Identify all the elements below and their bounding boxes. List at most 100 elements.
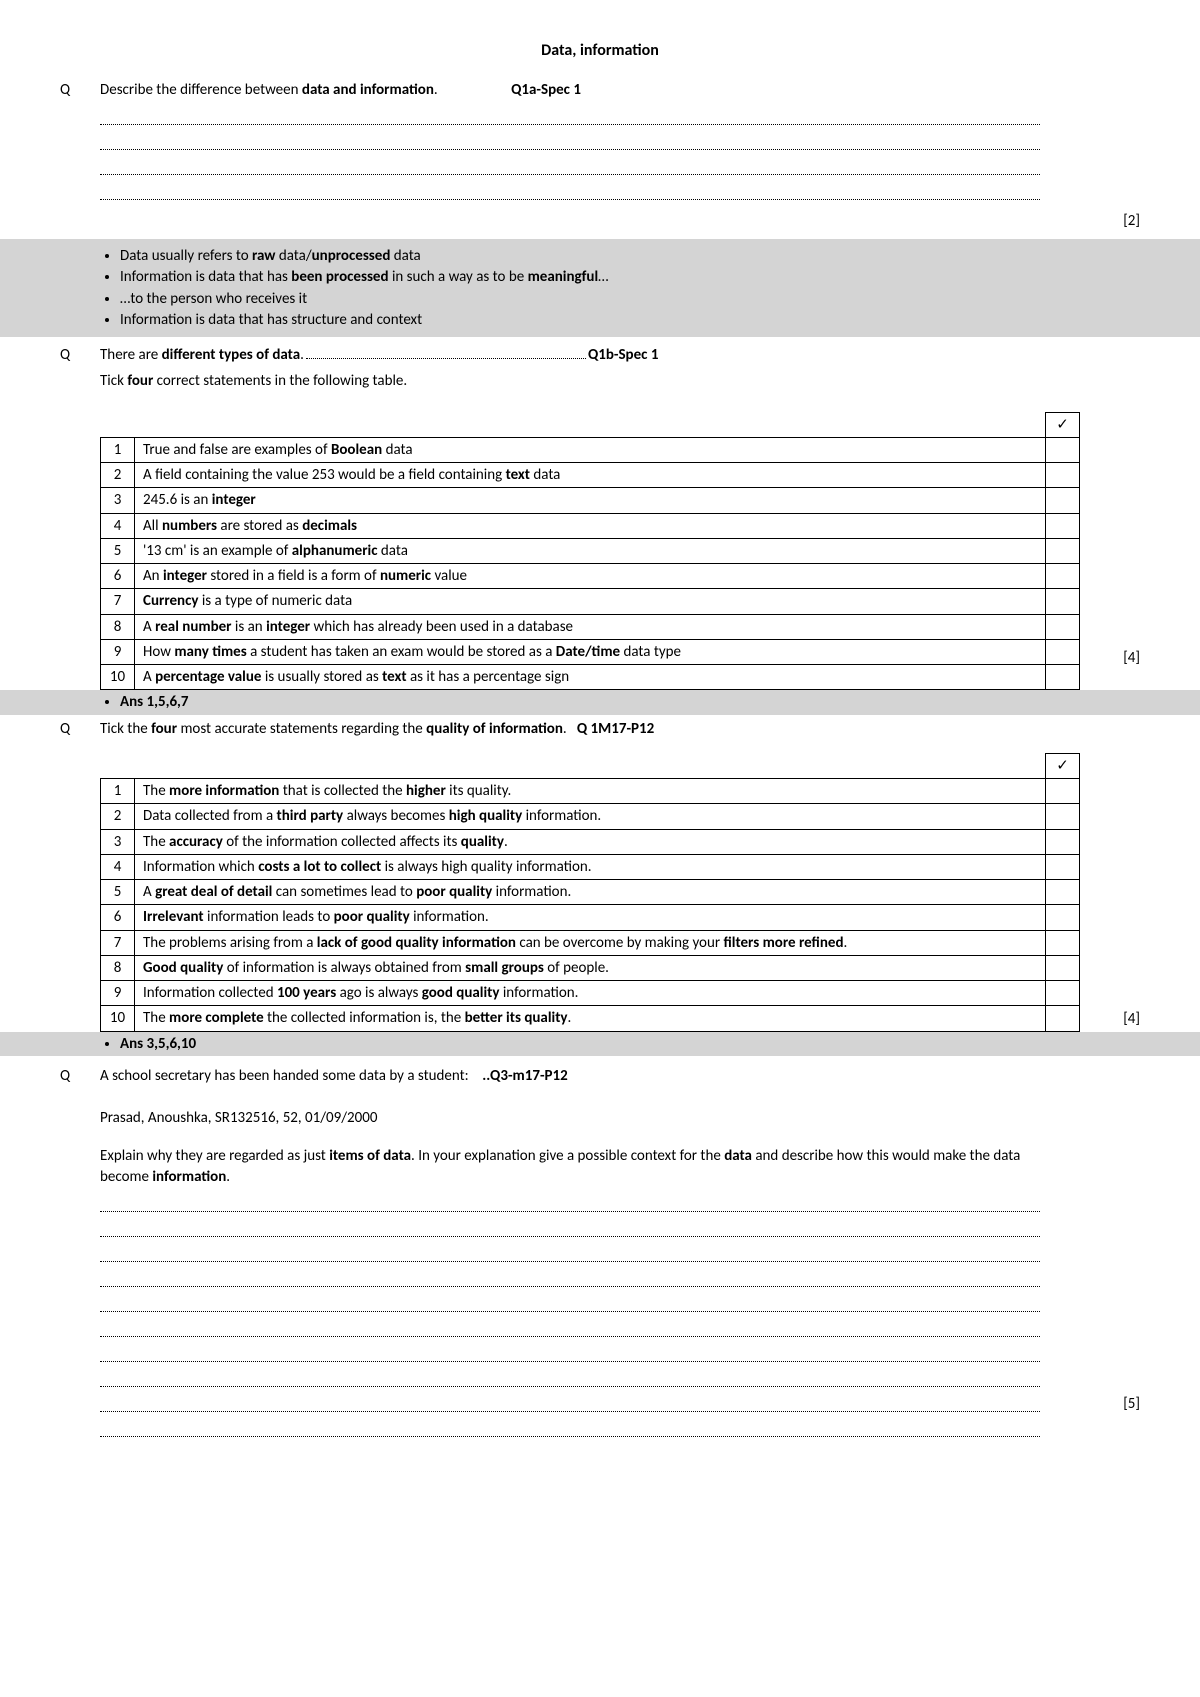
q1-answer-block: Data usually refers to raw data/unproces… (0, 239, 1200, 337)
tick-box[interactable] (1046, 538, 1080, 563)
table-row: 4Information which costs a lot to collec… (101, 854, 1080, 879)
q3-prompt: Tick the four most accurate statements r… (100, 720, 567, 738)
q4-example: Prasad, Anoushka, SR132516, 52, 01/09/20… (100, 1108, 1040, 1128)
row-statement: True and false are examples of Boolean d… (135, 437, 1046, 462)
row-statement: '13 cm' is an example of alphanumeric da… (135, 538, 1046, 563)
tick-header: ✓ (1046, 412, 1080, 437)
tick-box[interactable] (1046, 488, 1080, 513)
q3-marks: [4] (1100, 1009, 1140, 1031)
tick-box[interactable] (1046, 829, 1080, 854)
answer-bullet: Data usually refers to raw data/unproces… (120, 246, 1140, 266)
q2-answer: Ans 1,5,6,7 (0, 690, 1200, 714)
tick-box[interactable] (1046, 639, 1080, 664)
q2-marks: [4] (1100, 648, 1140, 690)
row-number: 5 (101, 538, 135, 563)
row-number: 4 (101, 513, 135, 538)
tick-box[interactable] (1046, 437, 1080, 462)
answer-line[interactable] (100, 1194, 1040, 1212)
answer-line[interactable] (100, 1394, 1040, 1412)
q1-prompt-post: . (434, 81, 438, 99)
row-statement: Information collected 100 years ago is a… (135, 981, 1046, 1006)
tick-box[interactable] (1046, 589, 1080, 614)
tick-box[interactable] (1046, 804, 1080, 829)
answer-line[interactable] (100, 182, 1040, 200)
table-row: 1The more information that is collected … (101, 779, 1080, 804)
q2-prompt-bold: different types of data (162, 346, 301, 364)
answer-line[interactable] (100, 1269, 1040, 1287)
tick-box[interactable] (1046, 905, 1080, 930)
tick-box[interactable] (1046, 981, 1080, 1006)
row-statement: 245.6 is an integer (135, 488, 1046, 513)
tick-box[interactable] (1046, 665, 1080, 690)
q2-prompt-pre: There are (100, 346, 162, 364)
tick-box[interactable] (1046, 1006, 1080, 1031)
tick-box[interactable] (1046, 854, 1080, 879)
row-statement: Information which costs a lot to collect… (135, 854, 1046, 879)
table-row: 2A field containing the value 253 would … (101, 463, 1080, 488)
answer-line[interactable] (100, 1319, 1040, 1337)
q2-table: ✓ 1True and false are examples of Boolea… (100, 412, 1080, 691)
q3-table: ✓ 1The more information that is collecte… (100, 753, 1080, 1032)
tick-box[interactable] (1046, 880, 1080, 905)
row-number: 2 (101, 804, 135, 829)
tick-box[interactable] (1046, 564, 1080, 589)
answer-line[interactable] (100, 107, 1040, 125)
table-row: 7The problems arising from a lack of goo… (101, 930, 1080, 955)
q1-marks-value: [2] (1100, 211, 1140, 231)
row-statement: An integer stored in a field is a form o… (135, 564, 1046, 589)
row-statement: The more complete the collected informat… (135, 1006, 1046, 1031)
q-label: Q (60, 80, 100, 100)
tick-box[interactable] (1046, 930, 1080, 955)
row-statement: The more information that is collected t… (135, 779, 1046, 804)
q1-prompt-bold: data and information (302, 81, 434, 99)
tick-box[interactable] (1046, 463, 1080, 488)
answer-line[interactable] (100, 1219, 1040, 1237)
row-number: 9 (101, 981, 135, 1006)
row-number: 10 (101, 1006, 135, 1031)
q-label: Q (60, 719, 100, 739)
row-number: 4 (101, 854, 135, 879)
table-row: 9Information collected 100 years ago is … (101, 981, 1080, 1006)
question-1: Q Describe the difference between data a… (60, 80, 1140, 207)
table-row: 10The more complete the collected inform… (101, 1006, 1080, 1031)
answer-bullet: Information is data that has structure a… (120, 310, 1140, 330)
row-statement: The problems arising from a lack of good… (135, 930, 1046, 955)
table-row: 7Currency is a type of numeric data (101, 589, 1080, 614)
table-row: 8Good quality of information is always o… (101, 955, 1080, 980)
answer-line[interactable] (100, 1369, 1040, 1387)
q2-sub: Tick four correct statements in the foll… (100, 371, 1080, 391)
q3-answer: Ans 3,5,6,10 (0, 1032, 1200, 1056)
table-row: 10A percentage value is usually stored a… (101, 665, 1080, 690)
row-number: 1 (101, 437, 135, 462)
tick-box[interactable] (1046, 955, 1080, 980)
row-number: 7 (101, 930, 135, 955)
tick-box[interactable] (1046, 513, 1080, 538)
row-number: 2 (101, 463, 135, 488)
answer-line[interactable] (100, 1294, 1040, 1312)
row-statement: All numbers are stored as decimals (135, 513, 1046, 538)
table-row: 5A great deal of detail can sometimes le… (101, 880, 1080, 905)
question-3: Q Tick the four most accurate statements… (60, 719, 1140, 739)
question-2: Q There are different types of data.Q1b-… (60, 345, 1140, 398)
row-number: 7 (101, 589, 135, 614)
tick-box[interactable] (1046, 614, 1080, 639)
table-row: 3245.6 is an integer (101, 488, 1080, 513)
row-statement: Data collected from a third party always… (135, 804, 1046, 829)
row-number: 3 (101, 488, 135, 513)
row-number: 8 (101, 614, 135, 639)
answer-line[interactable] (100, 132, 1040, 150)
answer-line[interactable] (100, 1244, 1040, 1262)
answer-bullet: Information is data that has been proces… (120, 267, 1140, 287)
answer-line[interactable] (100, 1344, 1040, 1362)
answer-line[interactable] (100, 157, 1040, 175)
answer-line[interactable] (100, 1419, 1040, 1437)
table-row: 6An integer stored in a field is a form … (101, 564, 1080, 589)
row-statement: A great deal of detail can sometimes lea… (135, 880, 1046, 905)
row-statement: A field containing the value 253 would b… (135, 463, 1046, 488)
row-number: 3 (101, 829, 135, 854)
row-statement: A real number is an integer which has al… (135, 614, 1046, 639)
row-number: 5 (101, 880, 135, 905)
question-4: Q A school secretary has been handed som… (60, 1066, 1140, 1444)
row-statement: Irrelevant information leads to poor qua… (135, 905, 1046, 930)
tick-box[interactable] (1046, 779, 1080, 804)
